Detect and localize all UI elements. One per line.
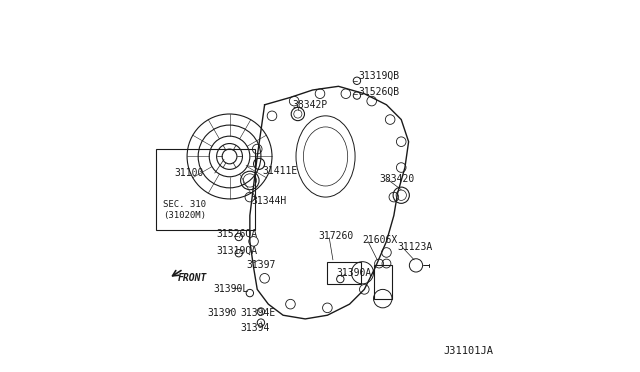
Text: 31394: 31394 [241,323,270,333]
Text: 31411E: 31411E [263,166,298,176]
Text: 31394E: 31394E [241,308,276,318]
Bar [156,149,255,230]
Text: SEC. 310
(31020M): SEC. 310 (31020M) [163,200,206,220]
Text: 31100: 31100 [174,168,204,178]
Text: 31344H: 31344H [252,196,287,206]
Text: 31319QA: 31319QA [216,246,258,256]
Text: J31101JA: J31101JA [444,346,493,356]
Text: 31123A: 31123A [397,242,433,252]
Bar [328,262,360,284]
Text: 31526QA: 31526QA [216,229,258,239]
Bar [374,265,392,299]
Text: 31397: 31397 [246,260,276,270]
Text: 21606X: 21606X [362,234,397,244]
Text: 38342P: 38342P [292,100,328,110]
Text: 317260: 317260 [318,231,353,241]
Text: 31319QB: 31319QB [359,70,400,80]
Text: 31390L: 31390L [213,284,248,294]
Text: 31526QB: 31526QB [359,87,400,97]
Text: FRONT: FRONT [178,273,207,283]
Text: 31390A: 31390A [337,268,372,278]
Text: 383420: 383420 [379,174,414,184]
Text: 31390: 31390 [207,308,237,318]
